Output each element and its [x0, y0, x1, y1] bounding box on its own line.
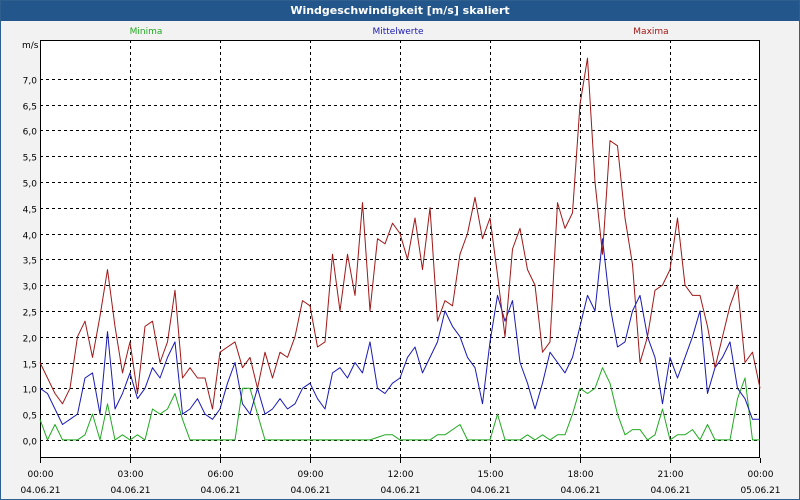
series-lines [39, 57, 761, 441]
x-tick-date: 04.06.21 [20, 486, 60, 496]
legend-label-mittelwerte: Mittelwerte [372, 27, 423, 37]
y-tick-label: 2,0 [23, 335, 38, 345]
y-tick-label: 7,0 [23, 77, 38, 87]
x-tick-time: 09:00 [298, 470, 324, 480]
y-tick-label: 6,5 [23, 103, 37, 113]
x-tick-date: 04.06.21 [110, 486, 150, 496]
x-tick-time: 06:00 [208, 470, 234, 480]
y-tick-label: 4,5 [23, 206, 37, 216]
y-tick-label: 3,0 [23, 283, 38, 293]
x-tick-time: 00:00 [28, 470, 54, 480]
legend-label-maxima: Maxima [633, 27, 668, 37]
x-tick-date: 04.06.21 [470, 486, 510, 496]
x-tick-date: 04.06.21 [200, 486, 240, 496]
y-tick-label: 4,0 [23, 232, 38, 242]
x-tick-time: 15:00 [478, 470, 504, 480]
y-tick-label: 0,0 [23, 438, 38, 448]
x-tick-date: 04.06.21 [560, 486, 600, 496]
y-tick-label: 2,5 [23, 309, 37, 319]
series-line-maxima [39, 57, 761, 410]
plot-border [40, 40, 760, 458]
x-tick-time: 00:00 [748, 470, 774, 480]
legend-label-minima: Minima [130, 27, 163, 37]
y-tick-label: 1,5 [23, 361, 37, 371]
y-tick-label: 5,5 [23, 154, 37, 164]
y-tick-label: 5,0 [23, 180, 38, 190]
labels: 0,0 0,5 1,0 1,5 2,0 2,5 3,0 3,5 4,0 4,5 5,0 5,5 6,0 6… [20, 27, 780, 496]
series-line-minima [39, 367, 760, 441]
x-tick-date: 04.06.21 [650, 486, 690, 496]
x-tick-time: 12:00 [388, 470, 414, 480]
x-tick-date: 05.06.21 [740, 486, 780, 496]
grid [40, 40, 760, 458]
y-axis-label: m/s [22, 41, 39, 51]
x-tick-date: 04.06.21 [290, 486, 330, 496]
axes [40, 40, 761, 463]
x-tick-time: 21:00 [658, 470, 684, 480]
series-line-mittelwerte [39, 238, 760, 425]
chart-title: Windgeschwindigkeit [m/s] skaliert [1, 1, 799, 21]
y-tick-label: 1,0 [23, 386, 38, 396]
x-tick-time: 03:00 [118, 470, 144, 480]
y-tick-label: 6,0 [23, 128, 38, 138]
x-tick-date: 04.06.21 [380, 486, 420, 496]
y-tick-label: 0,5 [23, 412, 37, 422]
y-tick-label: 3,5 [23, 257, 37, 267]
x-tick-time: 18:00 [568, 470, 594, 480]
